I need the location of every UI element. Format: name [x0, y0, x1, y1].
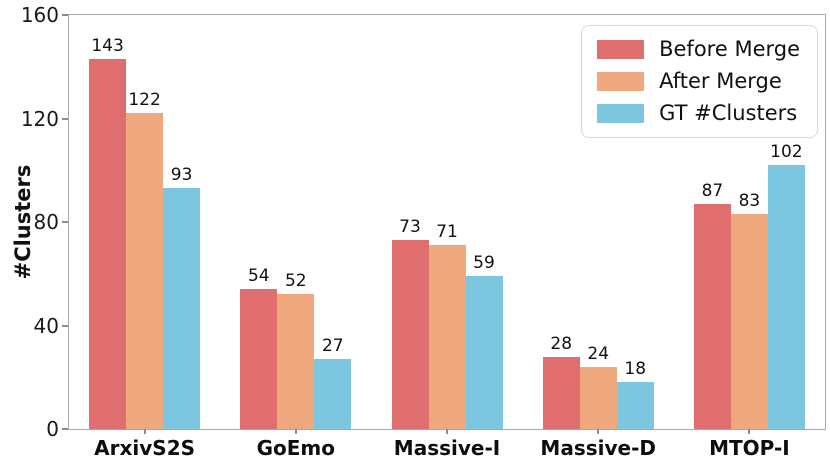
legend-color-patch [597, 40, 645, 59]
bar-before-merge-mtop-i: 87 [693, 182, 731, 429]
bar-value-label: 143 [91, 36, 124, 56]
bar-group-massive-i: 73 71 59 Massive-I [371, 15, 522, 458]
x-tick-label-massive-i: Massive-I [393, 436, 501, 460]
bar-after-merge-mtop-i: 83 [730, 193, 768, 429]
bar-before-merge-massive-d: 28 [542, 335, 580, 429]
y-tick-label-160: 160 [20, 3, 59, 27]
y-tick-mark [61, 324, 68, 327]
bar-value-label: 52 [284, 271, 307, 292]
bar-groups: 143 122 93 ArxivS2S 54 52 27 GoEmo 73 71 59 Massive… [69, 15, 825, 458]
bar-after-merge-massive-i: 71 [428, 224, 466, 429]
bar-value-label: 83 [738, 191, 761, 212]
x-tick-mark [446, 429, 448, 434]
bar-value-label: 73 [399, 217, 421, 238]
legend-label: After Merge [659, 69, 782, 93]
bar-gt-clusters-goemo: 27 [314, 338, 352, 429]
bar-gt-clusters-massive-i: 59 [465, 255, 503, 429]
x-tick-mark [748, 429, 751, 434]
y-axis-label: #Clusters [11, 164, 35, 280]
legend-color-patch [597, 72, 645, 91]
bar-gt-clusters-arxivs2s: 93 [163, 167, 201, 429]
bar-after-merge-massive-d: 24 [579, 345, 617, 429]
x-tick-mark [597, 429, 600, 434]
y-tick-mark [61, 428, 68, 430]
bar-after-merge-goemo: 52 [277, 273, 315, 429]
bar-value-label: 24 [587, 343, 610, 364]
legend-item-after-merge: After Merge [597, 71, 800, 92]
bar-value-label: 54 [247, 266, 270, 287]
bar-group-arxivs2s: 143 122 93 ArxivS2S [69, 15, 220, 458]
x-tick-label-goemo: GoEmo [256, 436, 335, 460]
bar-before-merge-massive-i: 73 [391, 219, 429, 429]
bar-before-merge-goemo: 54 [240, 268, 278, 429]
legend-color-patch [597, 104, 645, 123]
bar-value-label: 28 [550, 333, 573, 354]
bar-group-goemo: 54 52 27 GoEmo [220, 15, 371, 458]
bar-before-merge-arxivs2s: 143 [89, 38, 127, 429]
legend-label: Before Merge [659, 37, 800, 61]
bar-value-label: 87 [701, 180, 724, 201]
x-tick-mark [294, 429, 297, 434]
bar-value-label: 27 [321, 336, 344, 357]
y-tick-label-40: 40 [33, 313, 59, 338]
bar-value-label: 59 [473, 253, 495, 274]
x-tick-label-massive-d: Massive-D [540, 436, 656, 460]
plot-area: #Clusters 0 40 80 120 160 143 122 93 ArxivS2S 54… [11, 5, 826, 458]
bar-gt-clusters-massive-d: 18 [616, 361, 654, 429]
y-tick-label-120: 120 [20, 106, 59, 131]
y-tick-label-0: 0 [46, 417, 59, 441]
y-tick-mark [61, 117, 68, 120]
legend-item-before-merge: Before Merge [597, 39, 800, 60]
legend: Before Merge After Merge GT #Clusters [581, 25, 818, 138]
legend-label: GT #Clusters [659, 101, 798, 125]
bar-gt-clusters-mtop-i: 102 [767, 144, 805, 429]
bar-value-label: 71 [436, 222, 458, 243]
y-tick-mark [61, 14, 68, 16]
x-tick-label-mtop-i: MTOP-I [709, 436, 790, 460]
bar-value-label: 122 [128, 90, 161, 111]
x-tick-label-arxivs2s: ArxivS2S [94, 436, 196, 460]
bar-group-massive-d: 28 24 18 Massive-D [523, 15, 674, 458]
bar-group-mtop-i: 87 83 102 MTOP-I [674, 15, 825, 458]
y-tick-label-80: 80 [33, 210, 59, 234]
legend-item-gt-clusters: GT #Clusters [597, 103, 800, 124]
x-tick-mark [143, 429, 146, 434]
bar-value-label: 18 [624, 359, 647, 380]
bar-after-merge-arxivs2s: 122 [126, 92, 164, 429]
bar-value-label: 102 [770, 142, 803, 163]
bar-value-label: 93 [170, 165, 193, 186]
y-tick-mark [61, 221, 68, 223]
